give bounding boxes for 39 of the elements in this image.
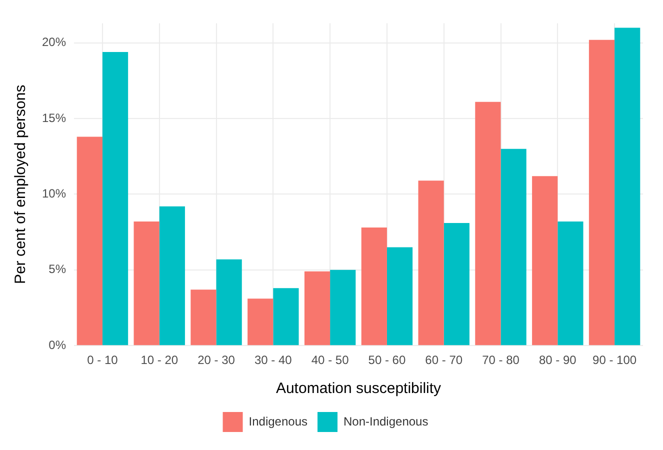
x-axis-title: Automation susceptibility bbox=[276, 380, 442, 398]
bar bbox=[134, 221, 160, 346]
bar bbox=[330, 270, 356, 346]
bar bbox=[588, 40, 615, 346]
y-tick-label: 20% bbox=[42, 35, 66, 50]
y-tick-label: 0% bbox=[48, 338, 66, 352]
bar bbox=[190, 290, 216, 346]
x-tick-label: 50 - 60 bbox=[368, 353, 406, 368]
legend-label: Indigenous bbox=[248, 414, 308, 428]
bar bbox=[159, 206, 185, 346]
x-tick-label: 60 - 70 bbox=[425, 353, 463, 368]
bar bbox=[558, 221, 584, 346]
x-tick-label: 30 - 40 bbox=[254, 353, 292, 368]
x-tick-label: 0 - 10 bbox=[87, 353, 118, 368]
x-tick-label: 90 - 100 bbox=[592, 353, 637, 368]
bar bbox=[475, 102, 501, 346]
bar bbox=[273, 288, 299, 346]
bar bbox=[304, 271, 330, 346]
bar bbox=[500, 148, 526, 346]
y-tick-label: 10% bbox=[42, 186, 66, 201]
x-tick-label: 40 - 50 bbox=[311, 353, 350, 368]
y-tick-label: 15% bbox=[42, 110, 66, 125]
bar bbox=[532, 176, 558, 346]
x-tick-label: 10 - 20 bbox=[140, 353, 178, 368]
y-axis-title: Per cent of employed persons bbox=[12, 84, 30, 284]
bar bbox=[444, 222, 470, 346]
bar bbox=[361, 228, 387, 346]
bar bbox=[418, 180, 444, 346]
bar bbox=[76, 136, 102, 346]
bar bbox=[614, 28, 640, 346]
x-tick-label: 70 - 80 bbox=[482, 353, 520, 368]
y-tick-label: 5% bbox=[48, 262, 66, 276]
bar bbox=[386, 247, 413, 346]
x-tick-label: 20 - 30 bbox=[198, 353, 236, 368]
legend-label: Non-Indigenous bbox=[343, 414, 428, 428]
bar bbox=[216, 259, 242, 346]
bar bbox=[248, 298, 274, 346]
x-tick-label: 80 - 90 bbox=[538, 353, 577, 368]
bar bbox=[102, 52, 128, 346]
